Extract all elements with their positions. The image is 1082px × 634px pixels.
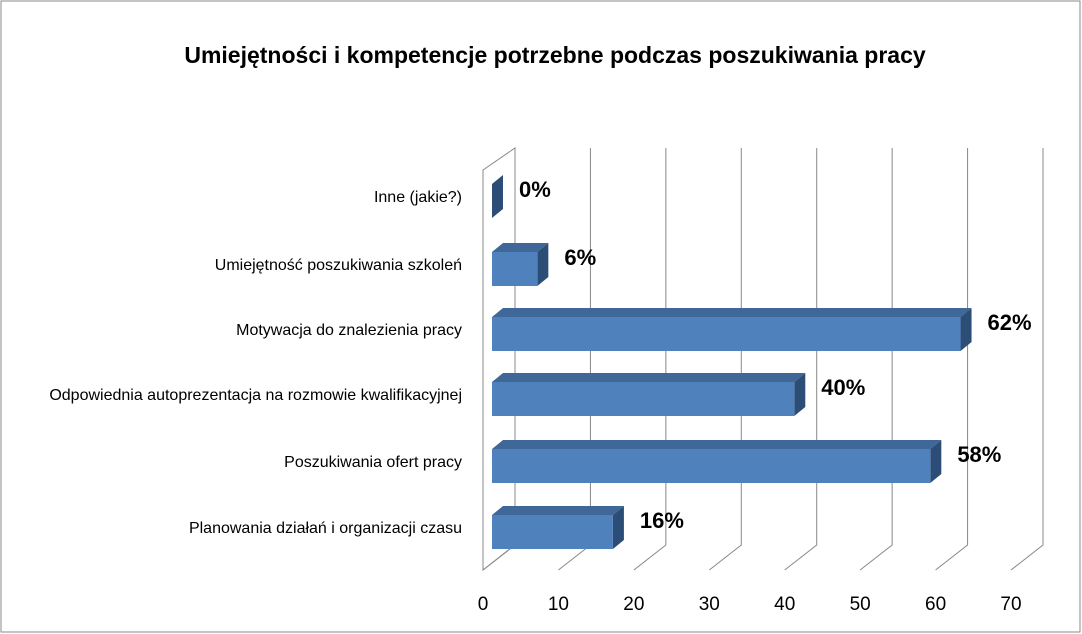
category-text: Odpowiednia autoprezentacja na rozmowie … (49, 386, 462, 404)
grid-line (935, 148, 969, 571)
value-label: 6% (564, 245, 596, 270)
category-label: Odpowiednia autoprezentacja na rozmowie … (12, 365, 462, 425)
bar-front (492, 317, 961, 351)
bar-side (794, 373, 806, 416)
category-text: Umiejętność poszukiwania szkoleń (214, 256, 462, 274)
bar-front (492, 252, 538, 286)
value-label: 40% (821, 375, 865, 400)
bar-front (492, 515, 613, 549)
bar-side (930, 440, 942, 483)
grid-line (784, 148, 818, 571)
bar (492, 175, 503, 218)
bar-top (492, 308, 972, 317)
category-text: Planowania działań i organizacji czasu (188, 519, 462, 537)
bar (492, 243, 549, 286)
x-tick-label: 70 (1000, 594, 1021, 615)
value-label: 62% (988, 310, 1032, 335)
bar-side (492, 175, 503, 218)
x-tick-label: 0 (478, 594, 489, 615)
bar-top (492, 243, 549, 252)
category-text: Motywacja do znalezienia pracy (236, 321, 462, 339)
value-label: 16% (640, 508, 684, 533)
category-label: Poszukiwania ofert pracy (12, 432, 462, 492)
value-label: 0% (519, 177, 551, 202)
category-text: Poszukiwania ofert pracy (284, 453, 462, 471)
grid-line (1010, 148, 1044, 571)
bar (492, 373, 806, 416)
bar (492, 506, 624, 549)
bar-side (537, 243, 549, 286)
x-tick-label: 30 (699, 594, 720, 615)
category-label: Umiejętność poszukiwania szkoleń (12, 235, 462, 295)
grid-line (633, 148, 667, 571)
bar-top (492, 506, 624, 515)
x-tick-label: 50 (850, 594, 871, 615)
bar-top (492, 373, 806, 382)
x-tick-label: 10 (548, 594, 569, 615)
category-text: Inne (jakie?) (373, 188, 462, 206)
bar (492, 440, 942, 483)
bar-front (492, 382, 795, 416)
value-label: 58% (957, 442, 1001, 467)
bar-side (612, 506, 624, 549)
x-tick-label: 20 (623, 594, 644, 615)
category-label: Inne (jakie?) (12, 167, 462, 227)
grid-line (708, 148, 742, 571)
x-tick-label: 40 (774, 594, 795, 615)
x-tick-label: 60 (925, 594, 946, 615)
category-label: Motywacja do znalezienia pracy (12, 300, 462, 360)
chart-title: Umiejętności i kompetencje potrzebne pod… (184, 42, 926, 68)
bar-front (492, 449, 931, 483)
grid-line (859, 148, 893, 571)
bar (492, 308, 972, 351)
bar-side (960, 308, 972, 351)
bar-top (492, 440, 942, 449)
category-label: Planowania działań i organizacji czasu (12, 498, 462, 558)
